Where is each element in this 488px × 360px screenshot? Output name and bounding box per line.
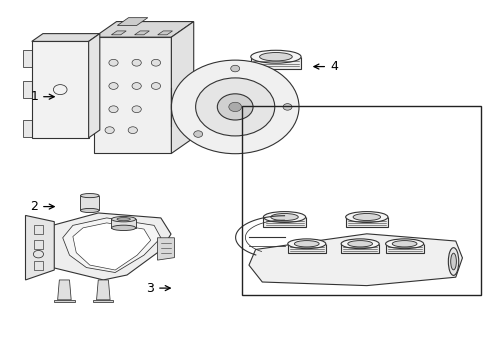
Text: 1: 1	[30, 90, 54, 103]
Text: 4: 4	[313, 60, 337, 73]
Ellipse shape	[391, 240, 416, 247]
Ellipse shape	[385, 239, 423, 249]
Polygon shape	[117, 18, 147, 26]
Ellipse shape	[111, 216, 136, 222]
Circle shape	[230, 65, 239, 72]
Polygon shape	[22, 120, 32, 137]
Polygon shape	[341, 244, 378, 253]
Polygon shape	[248, 234, 462, 285]
Text: 2: 2	[30, 200, 54, 213]
Circle shape	[228, 102, 241, 112]
Polygon shape	[250, 57, 301, 69]
Ellipse shape	[345, 212, 387, 222]
Polygon shape	[111, 219, 136, 228]
Polygon shape	[62, 218, 161, 273]
Polygon shape	[22, 81, 32, 98]
Polygon shape	[54, 300, 74, 302]
Bar	[34, 261, 42, 270]
Polygon shape	[134, 31, 149, 35]
Circle shape	[132, 106, 141, 113]
Ellipse shape	[270, 213, 298, 221]
Polygon shape	[385, 244, 423, 253]
Circle shape	[132, 59, 141, 66]
Polygon shape	[111, 31, 126, 35]
Polygon shape	[81, 195, 99, 211]
Ellipse shape	[263, 212, 305, 222]
Ellipse shape	[259, 53, 292, 61]
Ellipse shape	[447, 248, 458, 275]
Circle shape	[217, 94, 253, 120]
Polygon shape	[88, 33, 100, 138]
Ellipse shape	[294, 240, 319, 247]
Ellipse shape	[81, 208, 99, 212]
Ellipse shape	[117, 217, 130, 221]
Polygon shape	[32, 41, 88, 138]
Circle shape	[151, 59, 160, 66]
Polygon shape	[157, 31, 172, 35]
Circle shape	[283, 104, 291, 110]
Polygon shape	[53, 213, 171, 280]
Polygon shape	[58, 280, 71, 300]
Ellipse shape	[347, 240, 372, 247]
Ellipse shape	[341, 239, 378, 249]
Polygon shape	[171, 22, 193, 153]
Polygon shape	[263, 217, 305, 227]
Ellipse shape	[352, 213, 380, 221]
Polygon shape	[32, 33, 100, 41]
Bar	[34, 225, 42, 234]
Circle shape	[109, 106, 118, 113]
Circle shape	[109, 82, 118, 89]
Ellipse shape	[250, 50, 301, 63]
Ellipse shape	[450, 253, 455, 270]
Bar	[34, 240, 42, 249]
Polygon shape	[22, 50, 32, 67]
Polygon shape	[94, 37, 171, 153]
Circle shape	[128, 127, 137, 134]
Circle shape	[132, 82, 141, 89]
Circle shape	[193, 131, 202, 137]
Circle shape	[195, 78, 274, 136]
Polygon shape	[345, 217, 387, 227]
Polygon shape	[287, 244, 325, 253]
Text: 3: 3	[146, 282, 170, 294]
Polygon shape	[96, 280, 110, 300]
Circle shape	[109, 59, 118, 66]
Ellipse shape	[287, 239, 325, 249]
Polygon shape	[157, 238, 174, 260]
Circle shape	[171, 60, 298, 154]
Polygon shape	[25, 215, 54, 280]
Polygon shape	[73, 223, 150, 270]
Circle shape	[105, 127, 114, 134]
Ellipse shape	[81, 194, 99, 198]
Polygon shape	[93, 300, 113, 302]
Circle shape	[151, 82, 160, 89]
Polygon shape	[94, 22, 193, 37]
Ellipse shape	[111, 225, 136, 230]
Bar	[242, 105, 480, 295]
